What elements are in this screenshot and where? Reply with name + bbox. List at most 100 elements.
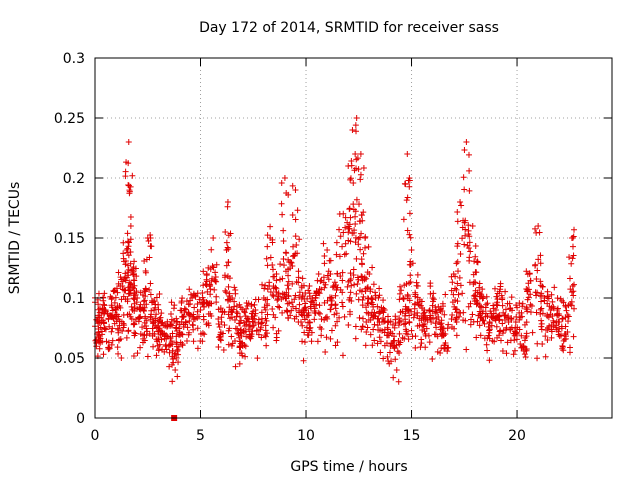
- data-point: [147, 316, 154, 323]
- data-point: [133, 273, 140, 280]
- data-point: [483, 293, 490, 300]
- data-point: [236, 360, 243, 367]
- data-point: [197, 307, 204, 313]
- data-point: [172, 324, 179, 331]
- data-point: [278, 180, 285, 187]
- data-point: [558, 297, 565, 304]
- x-tick-label: 20: [508, 428, 526, 444]
- data-point: [130, 268, 137, 275]
- data-point: [269, 305, 276, 312]
- data-point: [516, 316, 523, 323]
- data-point: [274, 297, 281, 304]
- data-point: [301, 339, 308, 345]
- data-point: [454, 243, 461, 250]
- data-point: [101, 302, 108, 309]
- data-point: [441, 311, 448, 318]
- data-point: [561, 331, 568, 338]
- data-point: [215, 315, 222, 322]
- data-point: [496, 316, 503, 323]
- data-point: [170, 305, 177, 312]
- data-point: [109, 304, 116, 311]
- data-point: [522, 353, 529, 360]
- data-point: [513, 329, 520, 336]
- data-point: [215, 334, 222, 341]
- data-point: [406, 183, 413, 190]
- data-point: [126, 188, 133, 195]
- data-point: [407, 234, 414, 241]
- data-point: [264, 286, 271, 293]
- data-point: [110, 315, 117, 322]
- data-point: [273, 277, 280, 284]
- data-point: [465, 244, 472, 251]
- data-point: [432, 331, 439, 338]
- data-point: [324, 272, 331, 279]
- data-point: [537, 260, 544, 267]
- data-point: [476, 322, 483, 329]
- data-point: [425, 332, 432, 339]
- data-point: [285, 293, 292, 300]
- data-point: [280, 238, 287, 245]
- data-point: [426, 314, 433, 321]
- data-point: [359, 217, 366, 224]
- data-point: [381, 318, 388, 325]
- data-point: [357, 176, 364, 183]
- data-point: [289, 280, 296, 287]
- data-point: [384, 324, 391, 331]
- data-point: [412, 291, 419, 298]
- data-point: [508, 324, 515, 331]
- data-point: [205, 320, 212, 327]
- x-tick-label: 0: [91, 428, 100, 444]
- data-point: [555, 318, 562, 325]
- data-point: [528, 302, 535, 309]
- data-point: [210, 235, 217, 241]
- data-point: [346, 205, 353, 212]
- data-point: [101, 325, 108, 332]
- data-point: [406, 231, 413, 238]
- data-point: [376, 334, 383, 341]
- data-point: [101, 290, 108, 297]
- data-point: [497, 337, 504, 344]
- data-point: [321, 316, 328, 323]
- data-point: [433, 324, 440, 331]
- data-point: [306, 293, 313, 300]
- data-point: [164, 333, 171, 340]
- data-point: [568, 289, 575, 296]
- data-point: [376, 310, 383, 317]
- data-point: [331, 311, 338, 318]
- data-point: [339, 299, 346, 306]
- data-point: [493, 293, 500, 300]
- data-point: [426, 339, 433, 346]
- data-point: [448, 287, 455, 294]
- data-point: [205, 264, 212, 271]
- data-point: [293, 305, 300, 312]
- data-point: [293, 278, 300, 285]
- data-point: [544, 325, 551, 332]
- data-point: [562, 314, 569, 321]
- data-point: [538, 298, 545, 305]
- data-point: [321, 299, 328, 306]
- data-point: [460, 309, 467, 316]
- data-point: [370, 313, 377, 320]
- data-point: [242, 313, 249, 320]
- data-point: [278, 200, 285, 207]
- data-point: [285, 285, 292, 292]
- data-point: [227, 315, 234, 322]
- data-point: [554, 295, 561, 302]
- data-point: [536, 229, 543, 236]
- data-point: [334, 270, 341, 277]
- data-point: [491, 338, 498, 345]
- data-point: [346, 225, 353, 232]
- data-point: [396, 330, 403, 337]
- data-point: [334, 339, 341, 346]
- data-point: [538, 305, 545, 312]
- data-point: [548, 304, 555, 311]
- data-point: [120, 239, 127, 246]
- data-point: [569, 234, 576, 241]
- data-point: [549, 313, 556, 320]
- data-point: [125, 243, 132, 250]
- data-point: [275, 291, 282, 298]
- data-point: [479, 286, 486, 293]
- data-point: [473, 269, 480, 276]
- data-point: [280, 262, 287, 269]
- data-point: [119, 327, 126, 334]
